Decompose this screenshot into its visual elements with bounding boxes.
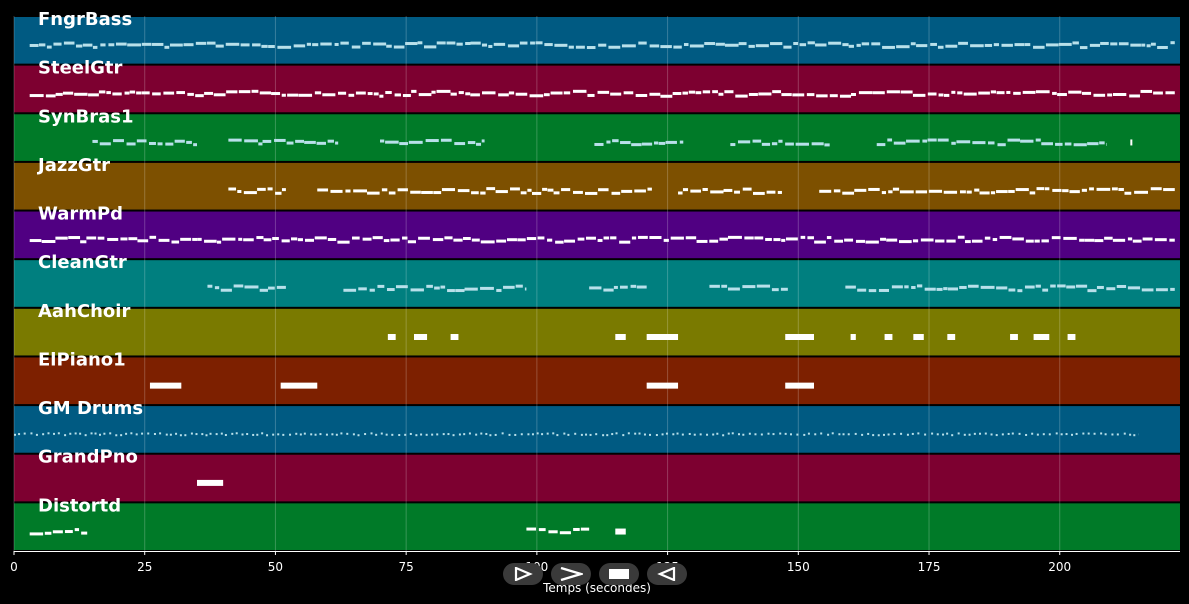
note-segment	[29, 89, 1175, 98]
note-segment	[884, 334, 893, 340]
note-segment	[387, 334, 396, 340]
note-segment	[589, 284, 647, 292]
note-segment	[646, 382, 679, 389]
track-label: ElPiano1	[38, 349, 126, 370]
track-lane	[14, 162, 1180, 210]
tracks-layer	[14, 17, 1180, 550]
note-segment	[947, 334, 956, 340]
track-label: GrandPno	[38, 447, 138, 468]
note-segment	[197, 479, 224, 486]
x-tick-label: 175	[918, 560, 941, 574]
track-label: SynBras1	[38, 106, 134, 127]
notes-layer	[14, 41, 1175, 536]
note-segment	[280, 382, 318, 389]
track-lane	[14, 211, 1180, 259]
note-segment	[876, 138, 1107, 147]
note-segment	[207, 284, 286, 292]
track-lane	[14, 357, 1180, 405]
play-button[interactable]	[503, 563, 543, 585]
note-segment	[92, 139, 198, 147]
track-label: CleanGtr	[38, 252, 127, 273]
play-icon	[514, 567, 533, 581]
note-segment	[380, 138, 485, 146]
fast-forward-button[interactable]	[551, 563, 591, 585]
transport-controls	[503, 563, 687, 585]
note-segment	[785, 334, 814, 340]
note-segment	[343, 284, 527, 293]
track-lane	[14, 503, 1180, 550]
note-segment	[29, 528, 88, 536]
track-lane	[14, 17, 1180, 64]
track-label: SteelGtr	[38, 58, 123, 79]
note-segment	[845, 284, 1175, 293]
track-label: WarmPd	[38, 204, 123, 225]
track-label: AahChoir	[38, 301, 130, 322]
note-segment	[450, 334, 459, 340]
note-segment	[149, 382, 182, 389]
note-segment	[646, 334, 679, 340]
note-segment	[678, 187, 782, 195]
note-segment	[1033, 334, 1050, 340]
track-label: GM Drums	[38, 398, 143, 419]
note-segment	[526, 527, 590, 535]
note-segment	[709, 284, 788, 292]
stop-button[interactable]	[599, 563, 639, 585]
stop-icon	[609, 569, 629, 579]
note-segment	[1130, 139, 1133, 146]
note-segment	[228, 187, 286, 195]
track-label: Distortd	[38, 495, 121, 516]
note-segment	[594, 139, 684, 147]
note-segment	[317, 187, 652, 195]
note-segment	[730, 139, 830, 147]
x-tick-label: 200	[1048, 560, 1071, 574]
track-label: FngrBass	[38, 9, 132, 30]
note-segment	[913, 334, 924, 340]
track-label: JazzGtr	[36, 155, 110, 176]
rewind-icon	[657, 567, 676, 581]
grid-layer	[13, 16, 1061, 551]
fast-forward-icon	[560, 567, 583, 581]
note-segment	[228, 138, 339, 146]
note-segment	[29, 41, 1175, 50]
note-segment	[819, 187, 1175, 195]
x-tick-label: 150	[787, 560, 810, 574]
note-segment	[413, 334, 428, 340]
note-segment	[1067, 334, 1076, 340]
track-lane	[14, 406, 1180, 453]
x-tick-label: 75	[399, 560, 414, 574]
note-segment	[29, 235, 1175, 244]
note-segment	[1010, 334, 1018, 340]
note-segment	[615, 528, 626, 535]
track-lane	[14, 454, 1180, 502]
x-tick-label: 0	[10, 560, 18, 574]
track-lane	[14, 260, 1180, 307]
note-segment	[615, 334, 626, 340]
note-segment	[850, 334, 856, 340]
x-tick-label: 50	[268, 560, 283, 574]
track-labels-layer: FngrBass SteelGtr SynBras1 JazzGtr WarmPd Cle…	[36, 9, 143, 516]
note-segment	[14, 432, 1139, 437]
note-segment	[785, 382, 814, 389]
track-lane	[14, 114, 1180, 161]
rewind-button[interactable]	[647, 563, 687, 585]
x-tick-label: 25	[137, 560, 152, 574]
track-lane	[14, 65, 1180, 113]
track-lane	[14, 308, 1180, 356]
